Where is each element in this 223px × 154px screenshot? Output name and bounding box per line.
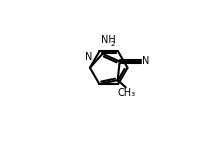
Text: N: N bbox=[85, 52, 92, 62]
Text: CH₃: CH₃ bbox=[117, 88, 135, 98]
Text: 2: 2 bbox=[110, 41, 115, 47]
Text: N: N bbox=[142, 56, 150, 66]
Text: NH: NH bbox=[101, 35, 116, 45]
